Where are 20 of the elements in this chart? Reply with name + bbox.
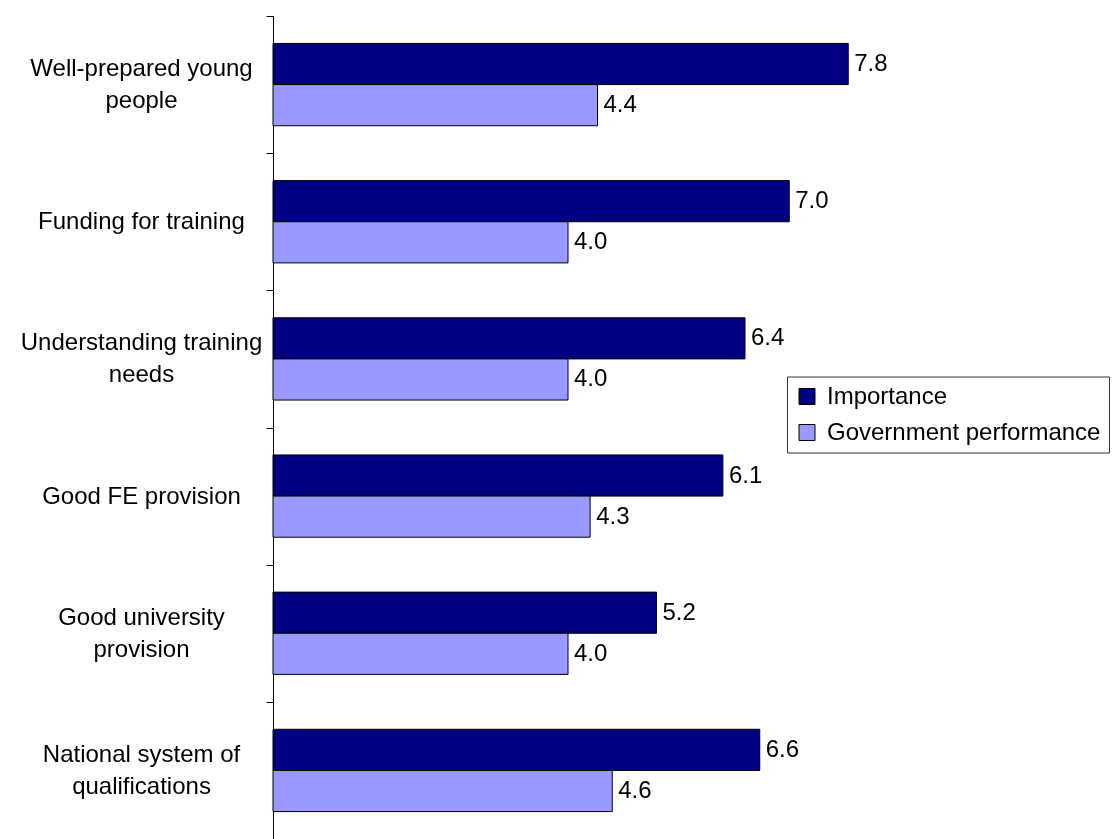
data-label: 4.0: [574, 364, 608, 392]
y-tick-label: Good FE provision: [42, 481, 241, 509]
y-tick-label: Good university provision: [58, 602, 225, 662]
legend-label: Government performance: [827, 417, 1101, 445]
data-label: 6.1: [728, 460, 763, 488]
data-label: 7.0: [795, 186, 829, 214]
y-tick-label: National system of qualifications: [42, 739, 241, 799]
data-label: 4.4: [603, 90, 637, 118]
y-tick-label: Well-prepared young people: [30, 54, 253, 114]
y-tick-label: Funding for training: [38, 207, 245, 235]
data-label: 4.0: [574, 227, 608, 255]
data-label: 6.6: [765, 734, 800, 762]
data-label: 5.2: [662, 597, 696, 625]
legend-label: Importance: [827, 381, 948, 409]
data-label: 4.3: [596, 501, 630, 529]
data-label: 4.6: [618, 775, 652, 803]
data-label: 4.0: [574, 638, 608, 666]
y-tick-label: Understanding training needs: [20, 328, 263, 388]
data-label: 7.8: [854, 49, 888, 77]
data-label: 6.4: [751, 323, 785, 351]
